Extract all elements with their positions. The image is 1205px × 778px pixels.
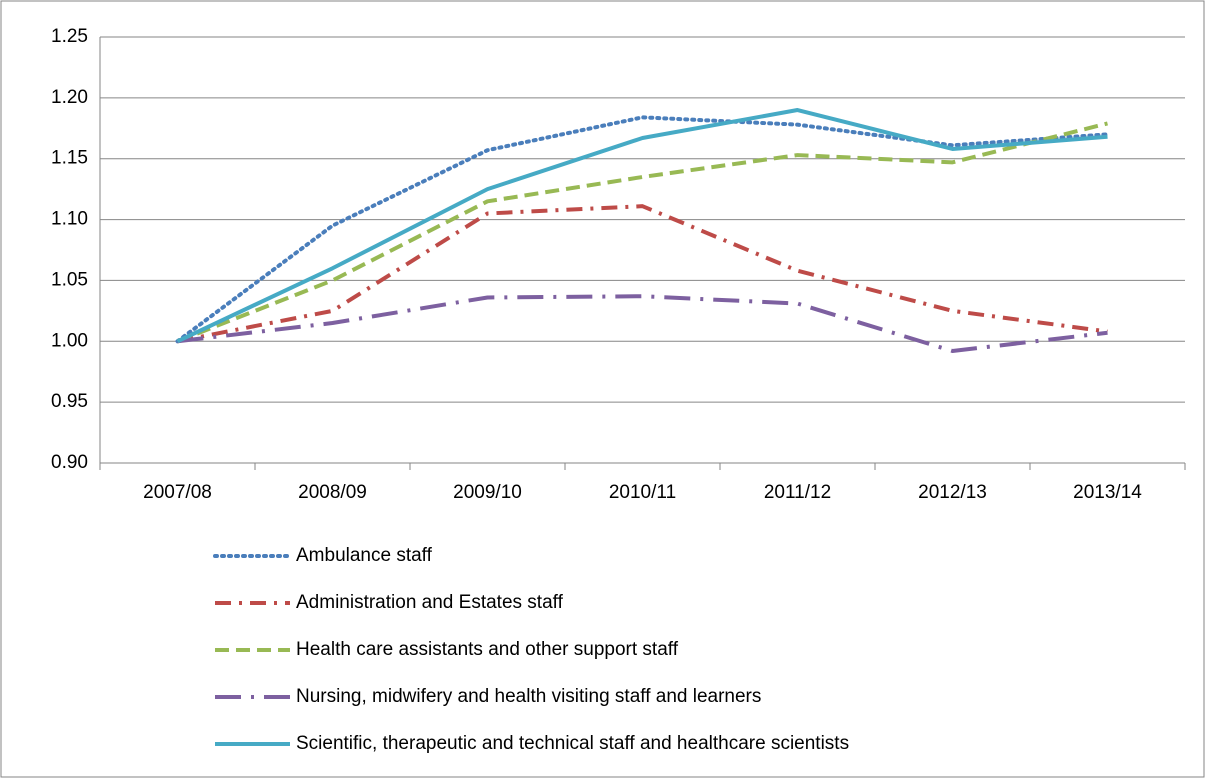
series-line [176,108,1108,344]
legend-label: Nursing, midwifery and health visiting s… [296,686,761,707]
x-tick-label: 2010/11 [609,482,676,503]
y-tick-label: 1.15 [51,148,88,169]
y-tick-label: 1.25 [51,26,88,47]
y-tick-label: 0.90 [51,452,88,473]
x-tick-label: 2013/14 [1073,482,1142,503]
x-tick-label: 2008/09 [298,482,367,503]
y-tick-label: 1.10 [51,209,88,230]
y-tick-label: 1.05 [51,269,88,290]
legend-label: Scientific, therapeutic and technical st… [296,733,849,754]
x-tick-label: 2012/13 [918,482,987,503]
y-tick-label: 1.00 [51,330,88,351]
legend-label: Ambulance staff [296,545,433,566]
legend-label: Administration and Estates staff [296,592,564,613]
x-tick-label: 2011/12 [764,482,831,503]
series-line [177,294,1108,354]
x-tick-label: 2007/08 [143,482,212,503]
legend-label: Health care assistants and other support… [296,639,679,660]
x-tick-label: 2009/10 [453,482,522,503]
y-tick-label: 1.20 [51,87,88,108]
series-line [175,115,1110,344]
y-tick-label: 0.95 [51,391,88,412]
series-line [176,121,1108,344]
series-line [177,204,1108,344]
